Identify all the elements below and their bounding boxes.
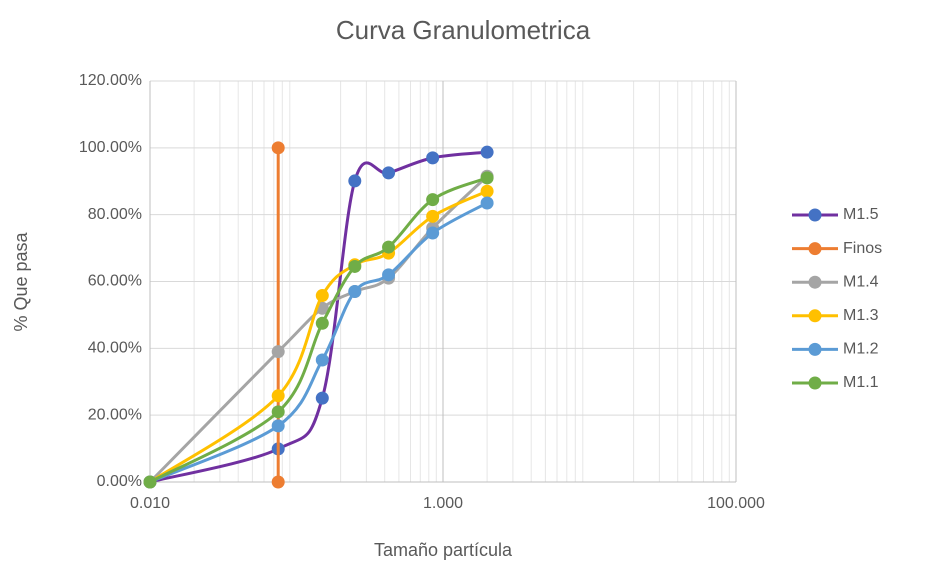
data-point xyxy=(271,475,285,489)
data-point xyxy=(480,196,494,210)
y-tick-label: 0.00% xyxy=(97,473,142,490)
data-point xyxy=(315,391,329,405)
data-point xyxy=(348,259,362,273)
data-point xyxy=(426,209,440,223)
legend-label: Finos xyxy=(843,240,882,257)
data-point xyxy=(348,285,362,299)
legend-marker xyxy=(808,376,822,390)
x-tick-label: 100.000 xyxy=(707,495,765,512)
data-point xyxy=(271,141,285,155)
data-point xyxy=(480,145,494,159)
y-tick-label: 40.00% xyxy=(88,340,142,357)
legend-label: M1.3 xyxy=(843,307,879,324)
data-point xyxy=(382,240,396,254)
data-point xyxy=(271,419,285,433)
legend-label: M1.5 xyxy=(843,206,879,223)
data-point xyxy=(480,184,494,198)
y-tick-label: 20.00% xyxy=(88,406,142,423)
data-point xyxy=(315,289,329,303)
data-point xyxy=(426,226,440,240)
data-point xyxy=(480,171,494,185)
data-point xyxy=(271,389,285,403)
data-point xyxy=(271,345,285,359)
legend-marker xyxy=(808,208,822,222)
data-point xyxy=(382,268,396,282)
x-axis-title: Tamaño partícula xyxy=(374,540,513,560)
data-point xyxy=(315,316,329,330)
data-point xyxy=(315,353,329,367)
y-tick-label: 60.00% xyxy=(88,273,142,290)
data-point xyxy=(426,193,440,207)
legend-marker xyxy=(808,242,822,256)
legend-marker xyxy=(808,342,822,356)
data-point xyxy=(271,405,285,419)
legend-marker xyxy=(808,275,822,289)
y-tick-label: 80.00% xyxy=(88,206,142,223)
chart-title: Curva Granulometrica xyxy=(336,15,591,45)
y-tick-label: 100.00% xyxy=(79,139,142,156)
data-point xyxy=(382,166,396,180)
data-point xyxy=(348,174,362,188)
legend-label: M1.2 xyxy=(843,341,879,358)
legend-label: M1.4 xyxy=(843,273,879,290)
legend-marker xyxy=(808,309,822,323)
data-point xyxy=(143,475,157,489)
y-tick-label: 120.00% xyxy=(79,72,142,89)
x-tick-label: 1.000 xyxy=(423,495,463,512)
y-axis-title: % Que pasa xyxy=(11,231,31,331)
data-point xyxy=(426,151,440,165)
x-tick-label: 0.010 xyxy=(130,495,170,512)
legend-label: M1.1 xyxy=(843,374,879,391)
